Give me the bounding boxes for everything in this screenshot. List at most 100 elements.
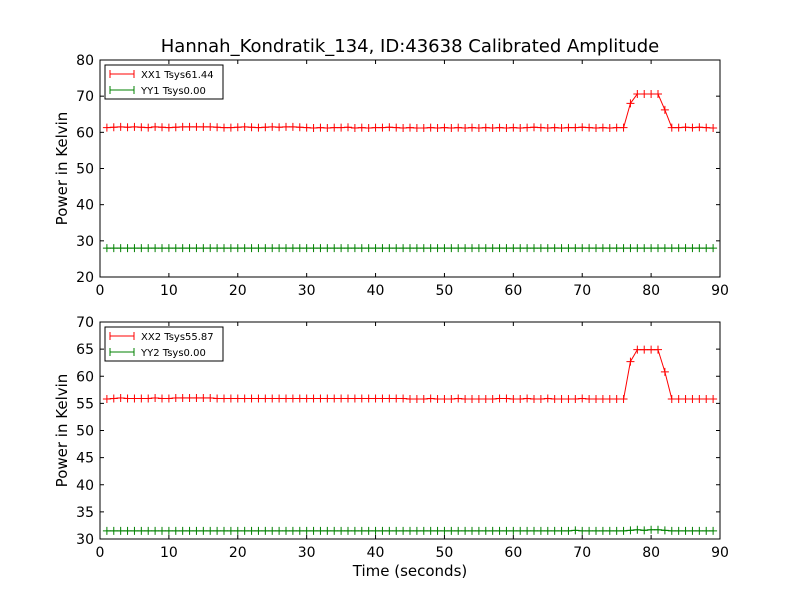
data-point: [123, 526, 132, 535]
data-point: [585, 395, 594, 404]
data-point: [371, 394, 380, 403]
data-point: [206, 526, 215, 535]
data-point: [288, 394, 297, 403]
data-point: [302, 394, 311, 403]
data-point: [440, 123, 449, 132]
data-point: [564, 123, 573, 132]
data-point: [344, 394, 352, 403]
data-point: [523, 394, 532, 403]
x-tick-label: 10: [160, 545, 178, 561]
data-point: [495, 394, 504, 403]
data-point: [213, 394, 222, 403]
data-point: [144, 394, 153, 403]
data-point: [158, 123, 166, 132]
data-point: [220, 123, 228, 132]
data-point: [412, 526, 421, 535]
data-point: [378, 526, 387, 535]
data-point: [688, 526, 697, 535]
data-point: [344, 123, 352, 132]
data-point: [144, 526, 153, 535]
data-point: [275, 526, 284, 535]
data-point: [516, 123, 525, 132]
data-point: [364, 123, 373, 132]
data-point: [323, 123, 332, 132]
data-point: [481, 526, 490, 535]
data-point: [206, 122, 215, 131]
data-point: [261, 123, 270, 132]
data-point: [571, 123, 580, 132]
data-point: [633, 345, 642, 354]
data-point: [275, 123, 284, 132]
data-point: [550, 244, 559, 253]
data-point: [530, 395, 538, 404]
data-point: [247, 244, 256, 253]
legend-label: XX1 Tsys61.44: [141, 70, 214, 81]
data-point: [247, 526, 256, 535]
data-point: [192, 244, 201, 253]
data-point: [640, 345, 649, 354]
data-point: [585, 244, 594, 253]
data-point: [419, 526, 428, 535]
data-point: [481, 244, 490, 253]
data-point: [654, 89, 662, 98]
data-point: [130, 122, 139, 131]
y-tick-label: 50: [76, 424, 94, 440]
data-point: [295, 526, 304, 535]
data-point: [709, 244, 718, 253]
data-point: [605, 244, 614, 253]
data-point: [309, 123, 318, 132]
data-point: [213, 244, 222, 253]
data-point: [399, 244, 408, 253]
data-point: [447, 526, 456, 535]
x-tick-label: 50: [436, 545, 454, 561]
data-point: [502, 526, 511, 535]
data-point: [598, 526, 607, 535]
data-point: [461, 526, 470, 535]
data-point: [557, 395, 566, 404]
data-point: [302, 526, 311, 535]
data-point: [247, 394, 256, 403]
data-point: [667, 526, 676, 535]
data-point: [412, 244, 421, 253]
data-point: [254, 526, 263, 535]
data-point: [592, 123, 600, 132]
data-point: [419, 244, 428, 253]
data-point: [268, 526, 277, 535]
data-point: [660, 244, 669, 253]
data-point: [364, 526, 373, 535]
data-point: [481, 123, 490, 132]
data-point: [330, 123, 339, 132]
y-tick-label: 80: [76, 53, 94, 69]
data-point: [702, 123, 711, 132]
data-point: [116, 393, 125, 402]
data-point: [220, 526, 228, 535]
legend-label: XX2 Tsys55.87: [141, 332, 214, 343]
data-point: [502, 244, 511, 253]
data-point: [461, 123, 470, 132]
data-point: [371, 244, 380, 253]
data-point: [144, 123, 153, 132]
data-point: [288, 244, 297, 253]
data-point: [433, 395, 442, 404]
data-point: [137, 394, 146, 403]
data-point: [461, 395, 470, 404]
x-tick-label: 90: [711, 545, 729, 561]
data-point: [530, 526, 538, 535]
data-point: [426, 123, 435, 132]
data-point: [137, 244, 146, 253]
data-point: [116, 122, 125, 131]
data-point: [509, 395, 518, 404]
data-point: [585, 526, 594, 535]
data-point: [268, 394, 277, 403]
data-point: [564, 244, 573, 253]
data-point: [185, 122, 194, 131]
data-point: [378, 244, 387, 253]
data-point: [316, 526, 325, 535]
y-tick-label: 30: [76, 234, 94, 250]
data-point: [220, 244, 228, 253]
data-point: [323, 244, 332, 253]
data-point: [523, 244, 532, 253]
y-tick-label: 70: [76, 315, 94, 331]
data-point: [302, 123, 311, 132]
data-point: [626, 244, 635, 253]
